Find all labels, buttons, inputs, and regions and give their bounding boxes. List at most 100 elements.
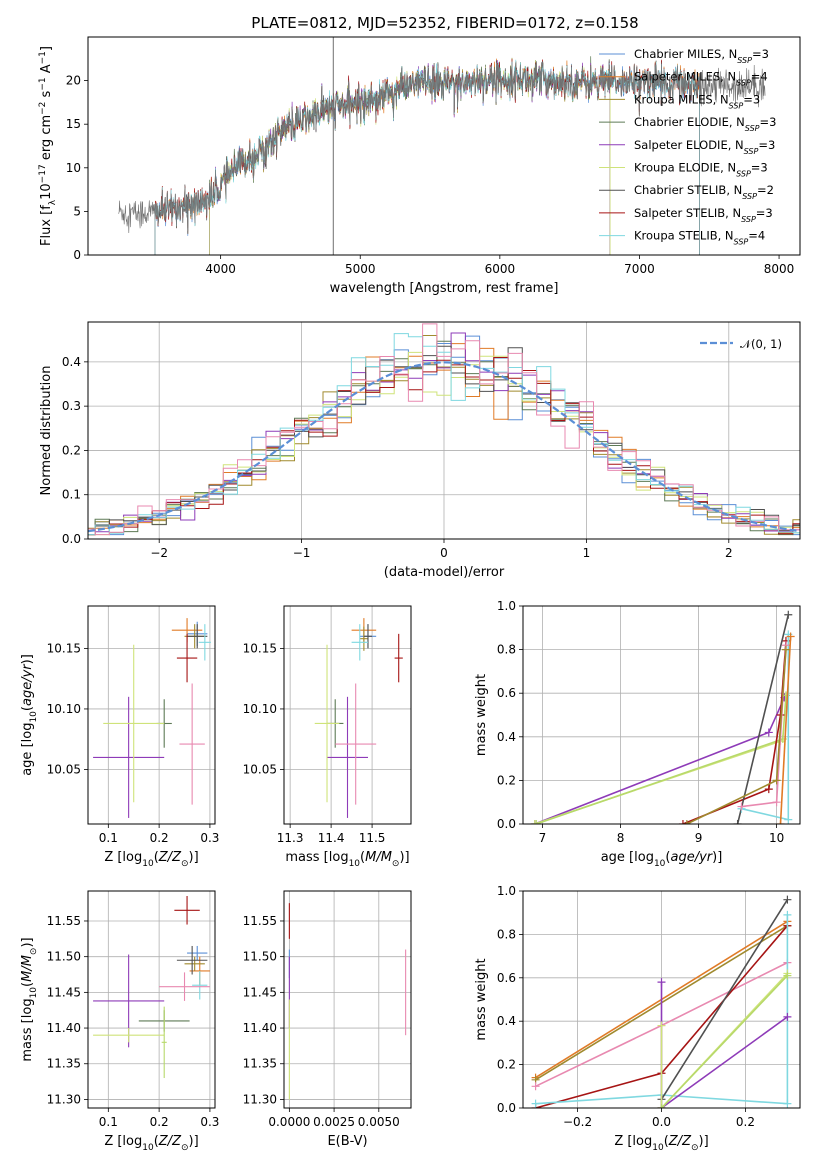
x-axis-label: age [log10(age/yr)] xyxy=(601,850,723,869)
y-tick-label: 5 xyxy=(73,204,81,218)
x-tick-label: −2 xyxy=(150,546,168,560)
x-tick-label: 5000 xyxy=(345,262,376,276)
x-tick-label: 0.1 xyxy=(99,1115,118,1129)
x-axis-label: E(B-V) xyxy=(327,1134,367,1149)
x-axis-label: mass [log10(M/M⊙)] xyxy=(285,850,409,869)
x-axis-label: Z [log10(Z/Z⊙)] xyxy=(104,1134,198,1153)
y-tick-label: 0.0 xyxy=(62,532,81,546)
series-point xyxy=(776,820,785,824)
y-tick-label: 0.3 xyxy=(62,399,81,413)
legend-label: Salpeter MILES, NSSP=4 xyxy=(634,70,768,88)
legend-label: Kroupa ELODIE, NSSP=3 xyxy=(634,161,768,179)
y-tick-label: 11.50 xyxy=(47,950,81,964)
y-tick-label: 11.55 xyxy=(243,914,277,928)
y-tick-label: 0.8 xyxy=(497,643,516,657)
x-axis-label: Z [log10(Z/Z⊙)] xyxy=(104,850,198,869)
y-tick-label: 0.2 xyxy=(497,1058,516,1072)
histogram-1 xyxy=(88,343,800,536)
histogram-9 xyxy=(88,323,800,536)
y-axis-label: mass weight xyxy=(474,674,489,756)
x-tick-label: 0.0050 xyxy=(358,1115,400,1129)
massweight-vs-age-frame xyxy=(522,605,801,825)
y-tick-label: 11.50 xyxy=(243,950,277,964)
y-tick-label: 11.30 xyxy=(47,1092,81,1106)
legend-label: Chabrier MILES, NSSP=3 xyxy=(634,47,769,65)
mass-vs-EBV-marks xyxy=(288,903,407,1100)
series-point xyxy=(784,610,793,619)
residuals-axes: −2 −1 0 1 2 0.0 0.1 0.2 0.3 0.4 (data-model)/error… xyxy=(39,321,801,580)
series-line-7 xyxy=(779,636,792,824)
series-point xyxy=(657,978,666,987)
massweight-vs-age-axes: 7 8 9 10 0.0 0.2 0.4 0.6 0.8 1.0 age [log10(age/yr… xyxy=(474,599,801,869)
legend-label: Kroupa MILES, NSSP=3 xyxy=(634,92,760,110)
spectrum-frame xyxy=(87,36,801,256)
age-vs-mass-marks xyxy=(314,618,403,818)
y-tick-label: 0.1 xyxy=(62,488,81,502)
x-tick-label: 0.0000 xyxy=(268,1115,310,1129)
y-axis-label: Flux [fλ10−17 erg cm−2 s−1 A−1] xyxy=(38,46,58,246)
series-line-7 xyxy=(660,972,788,1108)
y-tick-label: 0.2 xyxy=(62,443,81,457)
x-tick-label: 8000 xyxy=(764,262,795,276)
y-tick-label: 0.4 xyxy=(62,355,81,369)
series-line-8 xyxy=(660,975,788,1108)
y-tick-label: 10.05 xyxy=(243,763,277,777)
y-tick-label: 11.55 xyxy=(47,914,81,928)
y-tick-label: 15 xyxy=(66,117,81,131)
series-line-0 xyxy=(534,697,786,824)
x-tick-label: 11.5 xyxy=(359,831,386,845)
series-point xyxy=(531,1082,540,1091)
x-tick-label: 2 xyxy=(725,546,733,560)
series-point xyxy=(783,971,792,980)
spectrum-axes: 4000 5000 6000 7000 8000 0 5 10 15 20 wavelength [… xyxy=(38,36,801,296)
series-point xyxy=(783,895,792,904)
x-tick-label: 0 xyxy=(440,546,448,560)
y-tick-label: 11.35 xyxy=(47,1057,81,1071)
y-tick-label: 0.8 xyxy=(497,927,516,941)
y-tick-label: 11.35 xyxy=(243,1057,277,1071)
y-tick-label: 10.05 xyxy=(47,763,81,777)
spectrum-legend: Chabrier MILES, NSSP=3 Salpeter MILES, NS… xyxy=(599,47,776,246)
legend-label: Salpeter STELIB, NSSP=3 xyxy=(634,206,773,224)
series-point xyxy=(733,820,742,824)
histogram-2 xyxy=(88,335,800,535)
spectrum-data xyxy=(118,61,766,234)
series-point xyxy=(781,645,790,654)
x-tick-label: 7000 xyxy=(624,262,655,276)
mass-vs-EBV-axes: 0.0000 0.0025 0.0050 11.30 11.35 11.40 11.45 11… xyxy=(243,890,412,1149)
y-tick-label: 11.45 xyxy=(47,985,81,999)
y-tick-label: 10.15 xyxy=(47,641,81,655)
y-tick-label: 10.10 xyxy=(243,702,277,716)
gaussian-curve xyxy=(88,361,798,533)
series-line-4 xyxy=(535,914,789,1105)
x-axis-label: (data-model)/error xyxy=(384,565,505,580)
x-tick-label: 4000 xyxy=(205,262,236,276)
age-vs-mass-frame xyxy=(283,605,412,825)
y-tick-label: 11.40 xyxy=(243,1021,277,1035)
histogram-6 xyxy=(88,345,800,536)
x-tick-label: 0.1 xyxy=(99,831,118,845)
x-tick-label: 10 xyxy=(769,831,784,845)
series-line-4 xyxy=(736,614,790,824)
series-point xyxy=(678,820,687,824)
series-point xyxy=(530,820,539,824)
mass-vs-Z-marks xyxy=(93,895,210,1079)
y-tick-label: 1.0 xyxy=(497,884,516,898)
y-tick-label: 11.30 xyxy=(243,1092,277,1106)
series-point xyxy=(783,1099,792,1108)
series-point xyxy=(783,910,792,919)
series-line-2 xyxy=(536,695,787,824)
x-tick-label: 0.2 xyxy=(736,1115,755,1129)
series-point xyxy=(531,1099,540,1108)
x-tick-label: 0.0025 xyxy=(313,1115,355,1129)
age-vs-Z-axes: 0.1 0.2 0.3 10.05 10.10 10.15 Z [log10(Z/Z⊙)] a… xyxy=(20,605,219,869)
series-point xyxy=(657,1104,666,1108)
y-tick-label: 11.45 xyxy=(243,985,277,999)
y-axis-label: mass [log10(M/M⊙)] xyxy=(20,937,39,1061)
y-tick-label: 0 xyxy=(73,248,81,262)
series-point xyxy=(532,820,541,824)
series-point xyxy=(657,1021,666,1030)
y-tick-label: 0.0 xyxy=(497,1101,516,1115)
